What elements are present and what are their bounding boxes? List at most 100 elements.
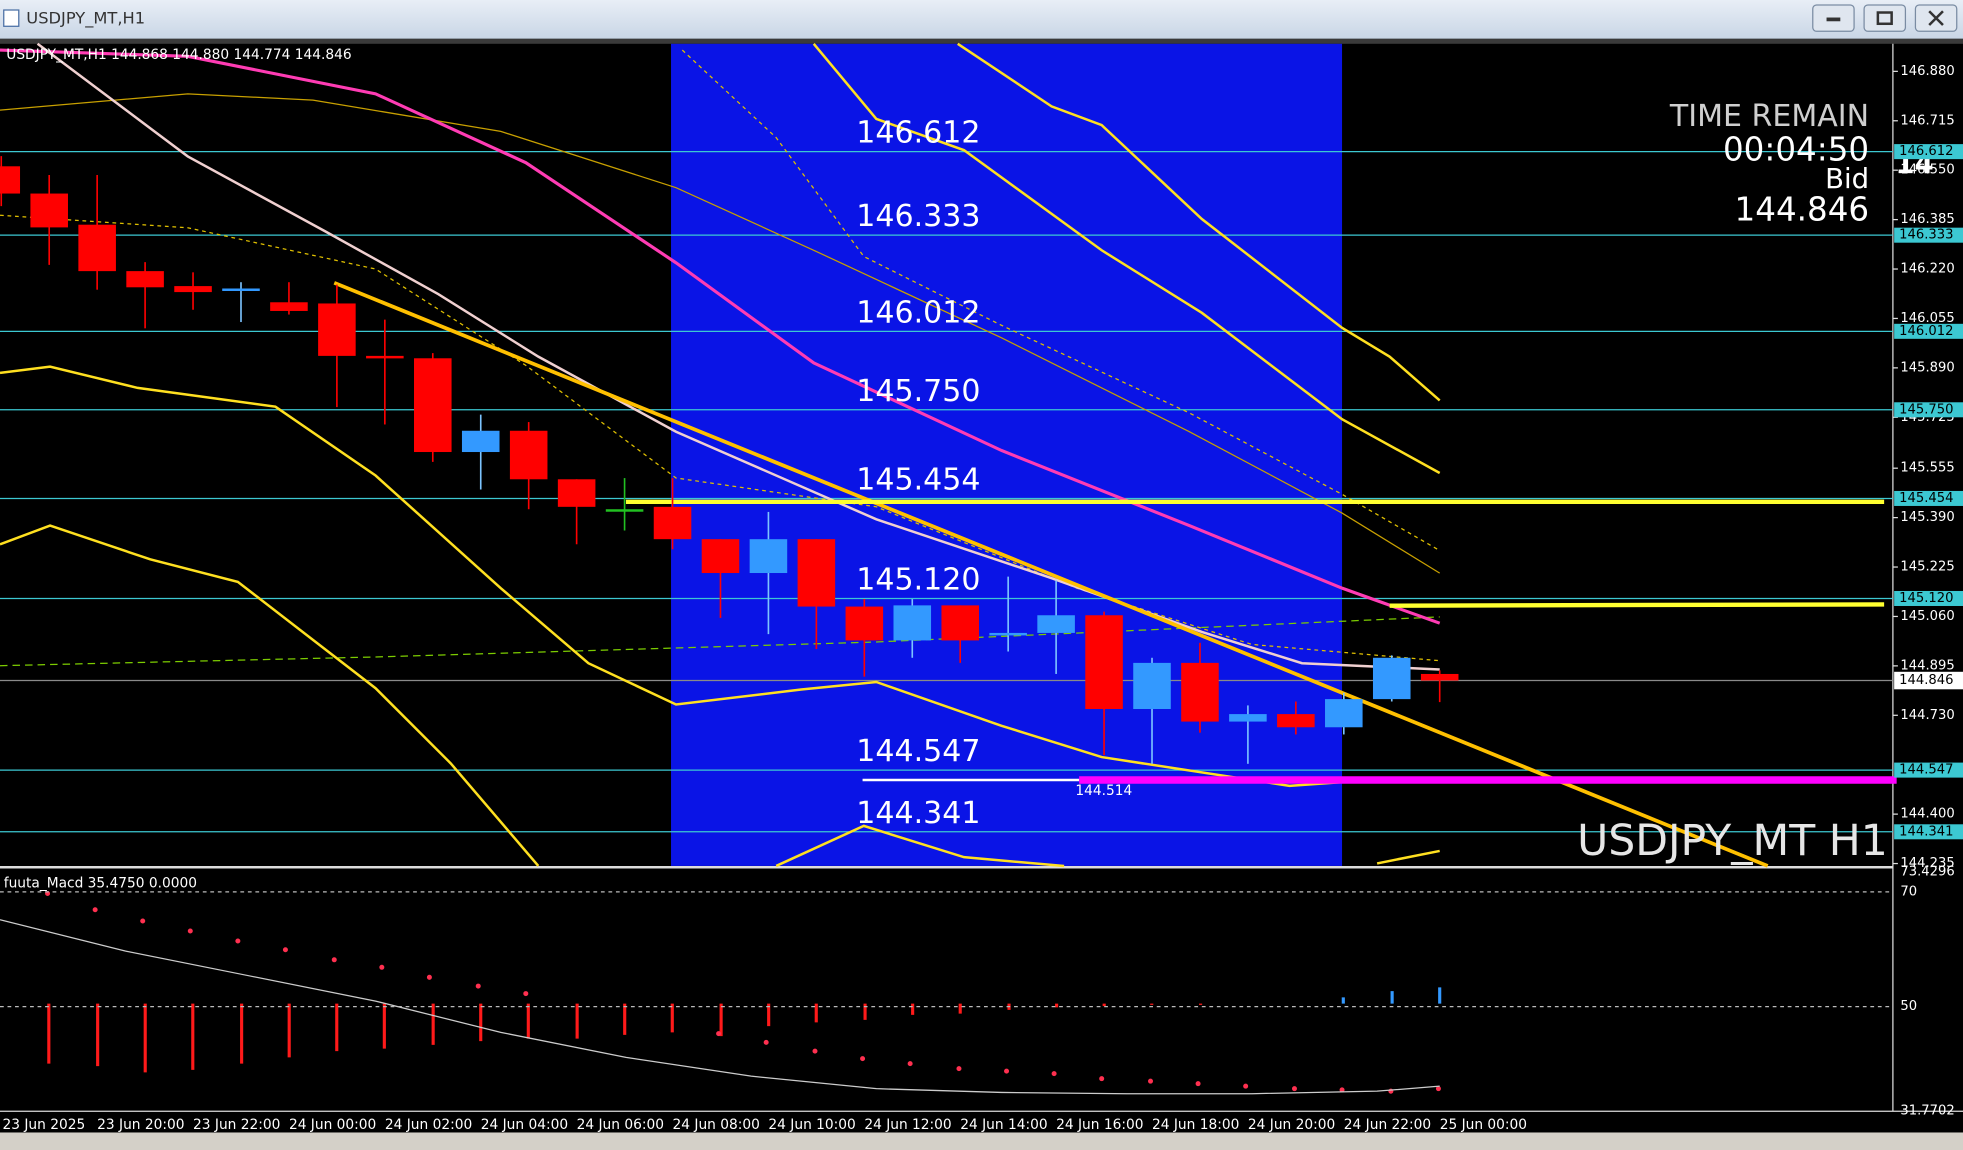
level-tag [1894,824,1963,840]
candle-body [1277,714,1315,728]
candle-body [701,539,740,574]
level-tag [1894,144,1963,160]
level-tag [1894,402,1963,418]
level-tag-label: 144.341 [1899,824,1953,839]
y-tick-label: 145.225 [1900,560,1954,575]
x-tick-label: 23 Jun 20:00 [97,1117,184,1133]
ma-green [0,616,1440,667]
band-upper-2 [957,42,1441,402]
macd-histogram [47,1003,1203,1073]
chart-header: USDJPY_MT,H1 144.868 144.880 144.774 144… [6,47,351,63]
y-tick-label: 146.715 [1900,113,1954,128]
y-tick-label: 145.890 [1900,360,1954,375]
candle-body [557,479,596,507]
ma-pink [0,48,1441,625]
bid-tag-label: 144.846 [1899,673,1953,688]
candle-body [1037,615,1075,633]
highlight-zone [671,43,1343,866]
y-tick-label: 145.555 [1900,461,1954,476]
candle-body [30,193,68,228]
level-tag-label: 145.120 [1899,591,1953,606]
candle-body [1181,662,1219,722]
level-tag-label: 145.750 [1899,402,1953,417]
macd-line [0,919,1440,1095]
candle-body [270,302,308,311]
ma-slow [0,93,1441,574]
macd-tick-label: 73.4296 [1900,865,1954,880]
band-lower-4 [1376,849,1440,865]
title-bar [0,0,1963,39]
level-label: 145.454 [856,462,980,497]
y-tick-label: 146.055 [1900,311,1954,326]
frame-bottom [0,1132,1963,1150]
level-label: 145.120 [856,562,980,597]
candle-body [78,224,116,272]
horizontal-line [1389,602,1885,608]
low-label: 144.514 [1075,783,1132,799]
x-tick-label: 23 Jun 22:00 [193,1117,280,1133]
x-tick-label: 24 Jun 20:00 [1248,1117,1335,1133]
macd-window: fuuta_Macd 35.4750 0.0000 [0,875,1442,1095]
x-tick-label: 24 Jun 16:00 [1056,1117,1143,1133]
level-tag [1894,762,1963,778]
window-buttons [1812,4,1958,32]
maximize-button[interactable] [1863,4,1907,32]
level-tag-label: 146.012 [1899,324,1953,339]
y-tick-label: 144.235 [1900,856,1954,871]
candle-body [605,509,644,512]
level-tag [1894,227,1963,243]
candle-body [941,605,979,641]
bid-value: 144.846 [1735,190,1870,228]
x-tick-label: 24 Jun 08:00 [673,1117,760,1133]
candle-body [1133,662,1171,710]
macd-label: fuuta_Macd 35.4750 0.0000 [4,875,197,891]
level-tag-label: 146.612 [1899,144,1953,159]
level-label: 145.750 [856,374,980,409]
maximize-icon [1876,11,1893,26]
candle-body [0,166,21,194]
watermark: USDJPY_MT H1 [1577,817,1888,866]
x-tick-label: 24 Jun 02:00 [385,1117,472,1133]
candle-body [1325,699,1363,728]
candle-body [1229,714,1267,722]
candle-body [414,358,452,453]
level-tag-label: 144.547 [1899,763,1953,778]
candle-body [749,539,788,574]
level-label: 146.012 [856,295,980,330]
y-tick-label: 144.400 [1900,807,1954,822]
y-tick-label: 144.730 [1900,708,1954,723]
level-tag-label: 145.454 [1899,491,1953,506]
trend-line [333,281,1769,868]
y-tick-label: 146.385 [1900,212,1954,227]
band-upper [812,42,1441,475]
candle-body [653,506,692,540]
level-label: 146.333 [856,199,980,234]
candle-body [989,632,1027,636]
candle-body [509,430,548,480]
ma-white [36,42,1440,671]
y-tick-label: 146.880 [1900,64,1954,79]
x-tick-label: 23 Jun 2025 [3,1117,86,1133]
window-title: USDJPY_MT,H1 [26,8,145,28]
window-icon [3,9,20,27]
y-tick-label: 144.895 [1900,658,1954,673]
macd-tick-label: 70 [1900,884,1917,899]
candle-body [1085,615,1123,710]
y-tick-label: 145.060 [1900,609,1954,624]
x-tick-label: 25 Jun 00:00 [1440,1117,1527,1133]
timer-value: 00:04:50 [1723,130,1869,168]
ma-dotted [0,214,1440,662]
macd-signal-dots [45,890,1441,1094]
level-tag [1894,490,1963,506]
level-label: 144.341 [856,796,980,831]
x-tick-label: 24 Jun 18:00 [1152,1117,1239,1133]
level-tag [1894,590,1963,606]
x-tick-label: 24 Jun 06:00 [577,1117,664,1133]
band-lower-3 [775,824,1065,868]
ma-dotted-2 [681,49,1441,552]
candle-body [797,539,836,607]
candle-body [318,303,356,356]
level-label: 144.547 [856,734,980,769]
bid-label: Bid [1825,163,1869,195]
